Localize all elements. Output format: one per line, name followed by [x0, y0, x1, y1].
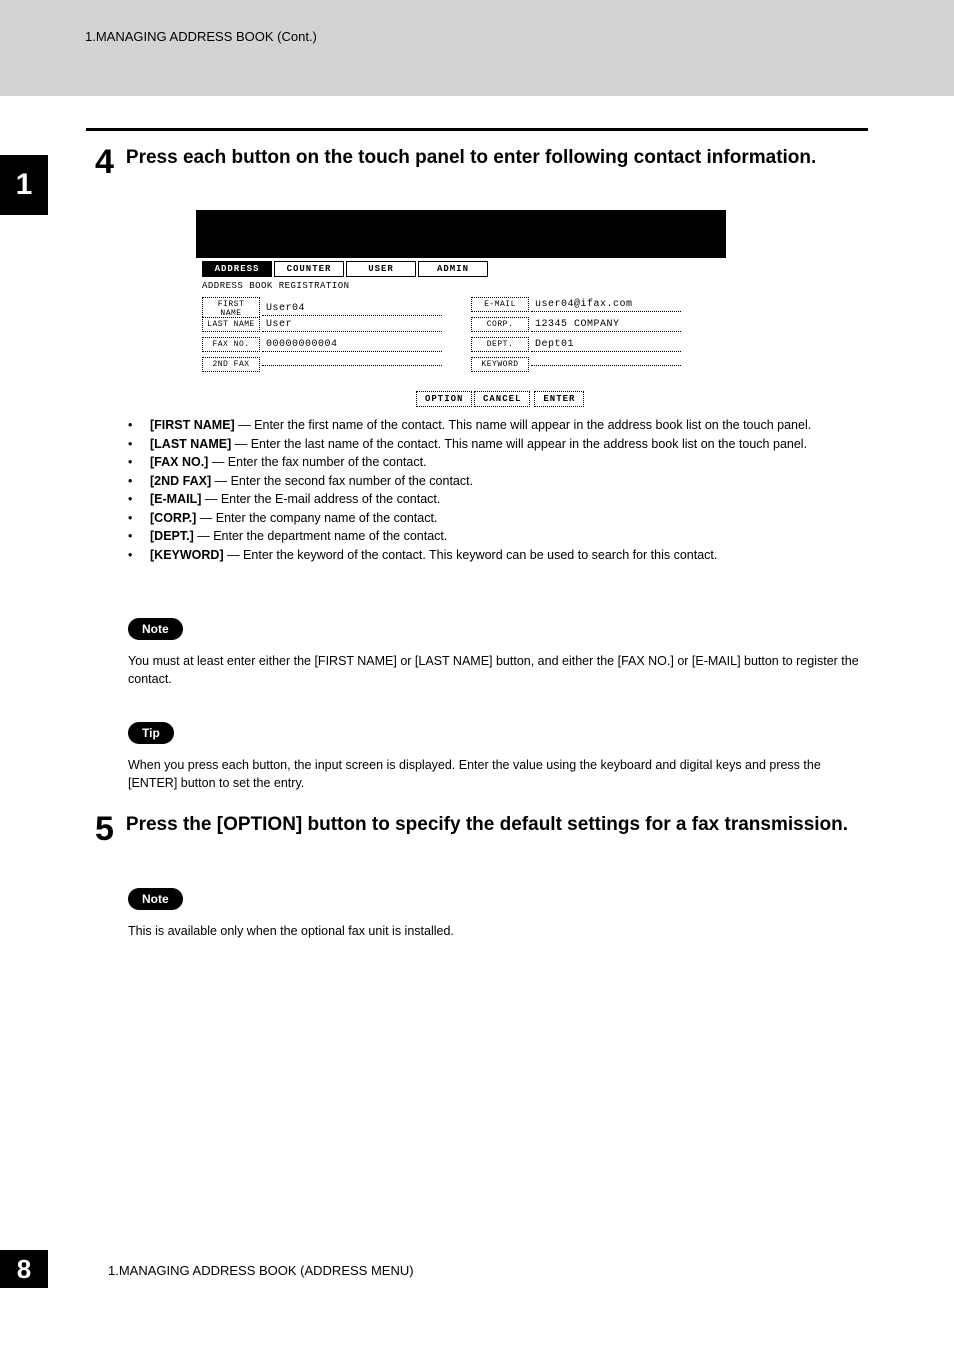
list-item: •[KEYWORD] — Enter the keyword of the co… [128, 547, 863, 565]
desc: — Enter the last name of the contact. Th… [231, 437, 807, 451]
touch-panel-screenshot: ADDRESS COUNTER USER ADMIN ADDRESS BOOK … [196, 210, 726, 405]
list-item: •[2ND FAX] — Enter the second fax number… [128, 473, 863, 491]
step-number-4: 4 [95, 145, 114, 179]
desc: — Enter the first name of the contact. T… [235, 418, 811, 432]
page-header: 1.MANAGING ADDRESS BOOK (Cont.) [0, 0, 954, 96]
step-4-heading: Press each button on the touch panel to … [126, 145, 816, 171]
step-4-row: 4 Press each button on the touch panel t… [95, 145, 816, 179]
field-email: E-MAIL user04@ifax.com [471, 297, 681, 312]
page-number: 8 [0, 1250, 48, 1288]
term: [DEPT.] [150, 529, 194, 543]
tab-counter[interactable]: COUNTER [274, 261, 344, 277]
corp-button[interactable]: CORP. [471, 317, 529, 332]
field-keyword: KEYWORD [471, 357, 681, 372]
footer-text: 1.MANAGING ADDRESS BOOK (ADDRESS MENU) [108, 1263, 414, 1278]
field-last-name: LAST NAME User [202, 317, 442, 332]
note-2-pill: Note [128, 888, 183, 910]
fax-no-button[interactable]: FAX NO. [202, 337, 260, 352]
field-corp: CORP. 12345 COMPANY [471, 317, 681, 332]
desc: — Enter the department name of the conta… [194, 529, 448, 543]
step-5-heading: Press the [OPTION] button to specify the… [126, 812, 848, 838]
list-item: •[E-MAIL] — Enter the E-mail address of … [128, 491, 863, 509]
term: [2ND FAX] [150, 474, 211, 488]
dept-value: Dept01 [531, 338, 681, 352]
second-fax-button[interactable]: 2ND FAX [202, 357, 260, 372]
email-button[interactable]: E-MAIL [471, 297, 529, 312]
term: [FIRST NAME] [150, 418, 235, 432]
tip-text: When you press each button, the input sc… [128, 756, 863, 792]
enter-button[interactable]: ENTER [534, 391, 584, 407]
cancel-button[interactable]: CANCEL [474, 391, 530, 407]
horizontal-rule [86, 128, 868, 131]
list-item: •[FAX NO.] — Enter the fax number of the… [128, 454, 863, 472]
second-fax-value [262, 363, 442, 366]
email-value: user04@ifax.com [531, 298, 681, 312]
last-name-button[interactable]: LAST NAME [202, 317, 260, 332]
desc: — Enter the company name of the contact. [196, 511, 437, 525]
desc: — Enter the E-mail address of the contac… [201, 492, 440, 506]
term: [LAST NAME] [150, 437, 231, 451]
breadcrumb: 1.MANAGING ADDRESS BOOK (Cont.) [85, 29, 317, 44]
dept-button[interactable]: DEPT. [471, 337, 529, 352]
chapter-tab: 1 [0, 155, 48, 215]
desc: — Enter the second fax number of the con… [211, 474, 473, 488]
registration-label: ADDRESS BOOK REGISTRATION [202, 281, 350, 291]
term: [FAX NO.] [150, 455, 208, 469]
tip-pill: Tip [128, 722, 174, 744]
option-button[interactable]: OPTION [416, 391, 472, 407]
list-item: •[LAST NAME] — Enter the last name of th… [128, 436, 863, 454]
term: [E-MAIL] [150, 492, 201, 506]
tab-user[interactable]: USER [346, 261, 416, 277]
screen-tabs: ADDRESS COUNTER USER ADMIN [202, 261, 488, 277]
last-name-value: User [262, 318, 442, 332]
tip-label: Tip [128, 722, 174, 744]
tab-admin[interactable]: ADMIN [418, 261, 488, 277]
note-label: Note [128, 888, 183, 910]
term: [KEYWORD] [150, 548, 224, 562]
step-number-5: 5 [95, 812, 114, 846]
action-button-row: CANCEL ENTER [474, 391, 584, 407]
step-5-row: 5 Press the [OPTION] button to specify t… [95, 812, 848, 846]
keyword-button[interactable]: KEYWORD [471, 357, 529, 372]
option-button-row: OPTION [416, 391, 472, 407]
list-item: •[CORP.] — Enter the company name of the… [128, 510, 863, 528]
first-name-value: User04 [262, 302, 442, 316]
fax-no-value: 00000000004 [262, 338, 442, 352]
tab-address[interactable]: ADDRESS [202, 261, 272, 277]
desc: — Enter the fax number of the contact. [208, 455, 426, 469]
desc: — Enter the keyword of the contact. This… [224, 548, 718, 562]
field-fax-no: FAX NO. 00000000004 [202, 337, 442, 352]
note-1-text: You must at least enter either the [FIRS… [128, 652, 863, 688]
note-1-pill: Note [128, 618, 183, 640]
field-dept: DEPT. Dept01 [471, 337, 681, 352]
field-second-fax: 2ND FAX [202, 357, 442, 372]
field-description-list: •[FIRST NAME] — Enter the first name of … [128, 417, 863, 565]
list-item: •[DEPT.] — Enter the department name of … [128, 528, 863, 546]
note-label: Note [128, 618, 183, 640]
keyword-value [531, 363, 681, 366]
term: [CORP.] [150, 511, 196, 525]
corp-value: 12345 COMPANY [531, 318, 681, 332]
list-item: •[FIRST NAME] — Enter the first name of … [128, 417, 863, 435]
note-2-text: This is available only when the optional… [128, 922, 863, 940]
